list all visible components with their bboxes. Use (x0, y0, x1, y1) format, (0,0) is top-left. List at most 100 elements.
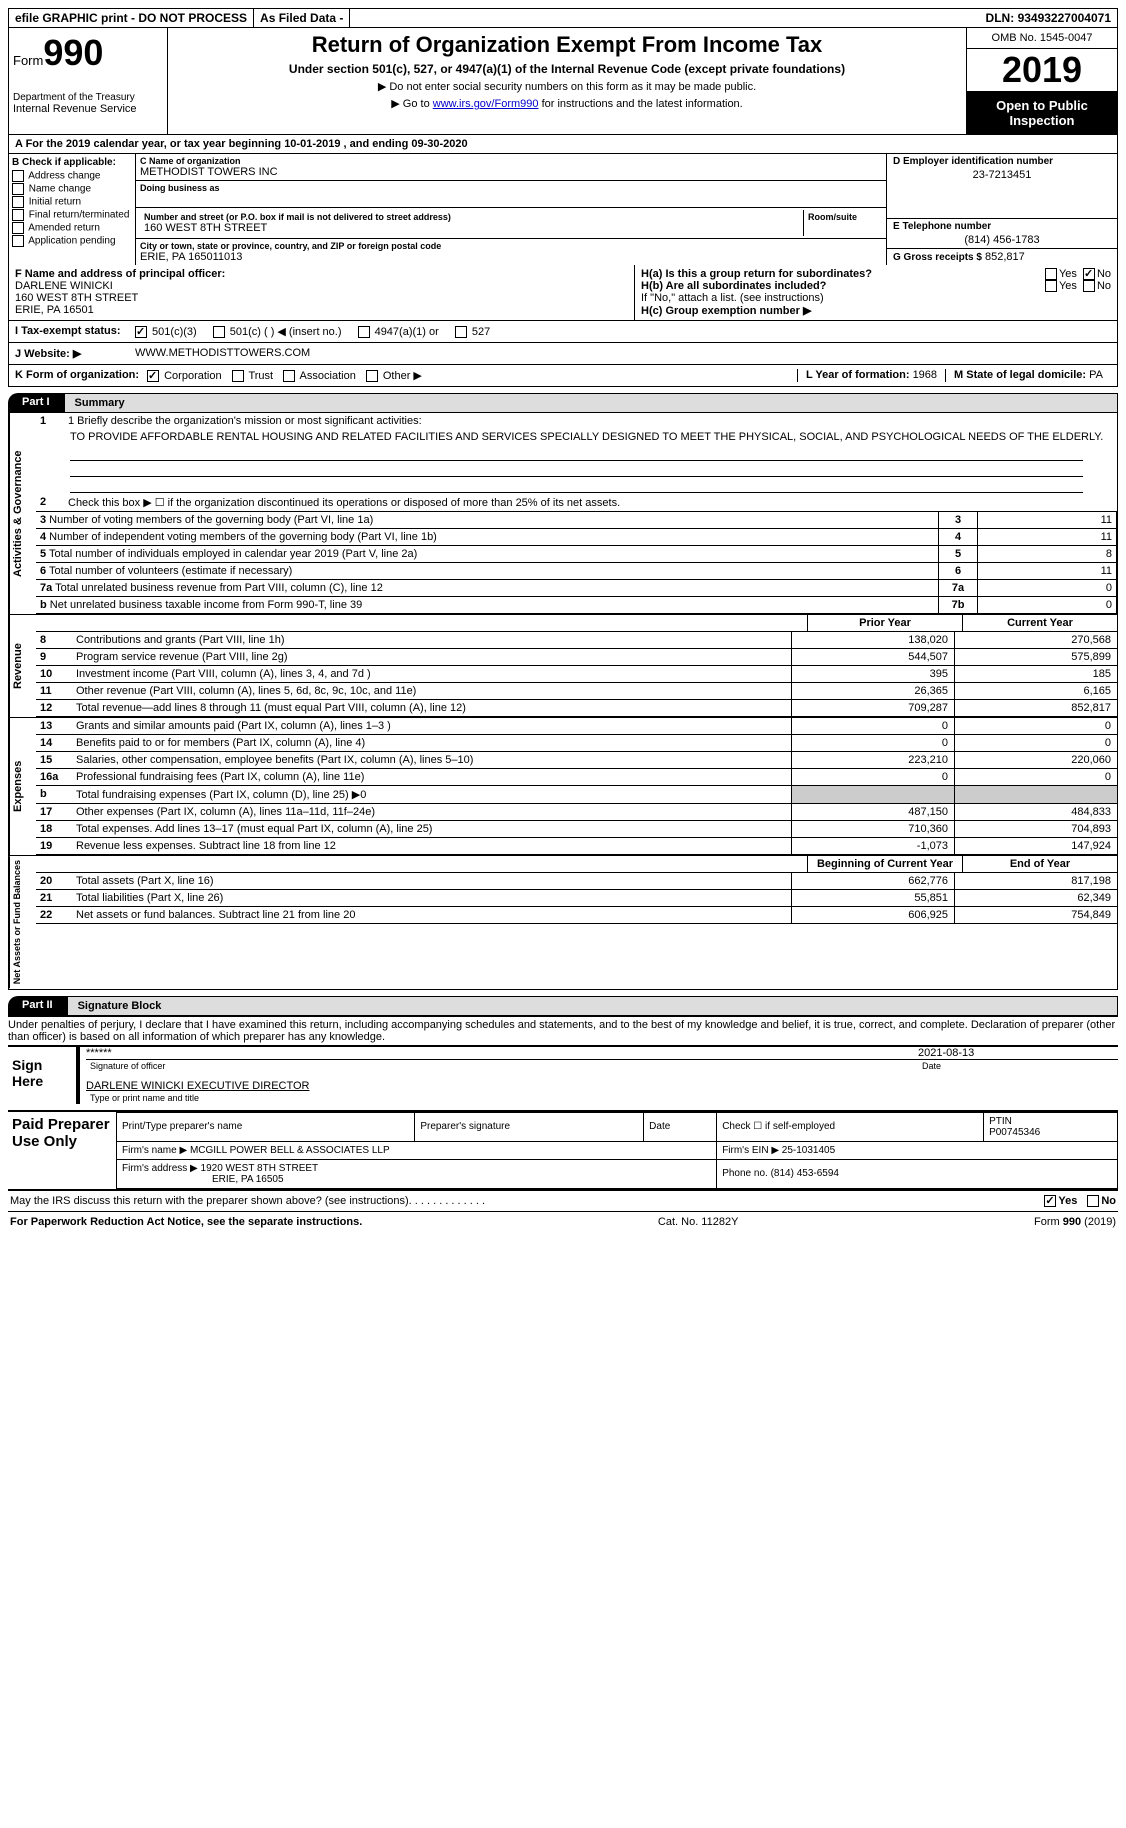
ha-yes[interactable]: Yes (1045, 268, 1077, 280)
sig-stars: ****** (86, 1047, 918, 1059)
col-d: D Employer identification number 23-7213… (886, 154, 1117, 265)
officer-name: DARLENE WINICKI EXECUTIVE DIRECTOR (86, 1080, 1118, 1092)
year-formation: L Year of formation: 1968 (797, 369, 945, 382)
ptin: P00745346 (989, 1127, 1040, 1138)
org-form-opt-1[interactable]: Trust (232, 370, 274, 382)
fin-line-10: 10Investment income (Part VIII, column (… (36, 666, 1117, 683)
checkbox-address-change[interactable]: Address change (12, 170, 132, 182)
form-label: Form (13, 53, 43, 68)
hb-no[interactable]: No (1083, 280, 1111, 292)
row-k: K Form of organization: Corporation Trus… (8, 365, 1118, 387)
top-bar: efile GRAPHIC print - DO NOT PROCESS As … (8, 8, 1118, 28)
summary-line-7a: 7a Total unrelated business revenue from… (36, 580, 1117, 597)
tel-cell: E Telephone number (814) 456-1783 (887, 219, 1117, 249)
header-right: OMB No. 1545-0047 2019 Open to Public In… (966, 28, 1117, 134)
website-url: WWW.METHODISTTOWERS.COM (135, 347, 310, 360)
checkbox-initial-return[interactable]: Initial return (12, 196, 132, 208)
vtab-expenses: Expenses (9, 718, 36, 855)
footer: For Paperwork Reduction Act Notice, see … (8, 1211, 1118, 1232)
paid-label: Paid Preparer Use Only (8, 1112, 116, 1189)
city-state-zip: ERIE, PA 165011013 (140, 251, 882, 263)
fin-line-11: 11Other revenue (Part VIII, column (A), … (36, 683, 1117, 700)
sign-here-label: Sign Here (8, 1047, 76, 1104)
prior-year-hdr: Prior Year (807, 615, 962, 631)
dept-treasury: Department of the Treasury (13, 92, 163, 103)
state-domicile: M State of legal domicile: PA (945, 369, 1111, 382)
part2-title: Signature Block (67, 996, 1118, 1016)
street-address: 160 WEST 8TH STREET (144, 222, 799, 234)
expenses-section: Expenses 13Grants and similar amounts pa… (8, 718, 1118, 856)
checkbox-final-return-terminated[interactable]: Final return/terminated (12, 209, 132, 221)
fin-line-18: 18Total expenses. Add lines 13–17 (must … (36, 821, 1117, 838)
irs-link[interactable]: www.irs.gov/Form990 (433, 98, 539, 110)
col-c: C Name of organization METHODIST TOWERS … (136, 154, 886, 265)
ha-no[interactable]: No (1083, 268, 1111, 280)
part2-box: Part II (8, 996, 67, 1016)
cat-no: Cat. No. 11282Y (658, 1216, 739, 1228)
fin-line-22: 22Net assets or fund balances. Subtract … (36, 907, 1117, 924)
hb-yes[interactable]: Yes (1045, 280, 1077, 292)
mission-text: TO PROVIDE AFFORDABLE RENTAL HOUSING AND… (36, 429, 1117, 445)
summary-line-7b: b Net unrelated business taxable income … (36, 597, 1117, 614)
end-year-hdr: End of Year (962, 856, 1117, 872)
checkbox-amended-return[interactable]: Amended return (12, 222, 132, 234)
col-b: B Check if applicable: Address change Na… (9, 154, 136, 265)
row-a-tax-year: A For the 2019 calendar year, or tax yea… (8, 135, 1118, 154)
summary-line-3: 3 Number of voting members of the govern… (36, 512, 1117, 529)
fin-line-17: 17Other expenses (Part IX, column (A), l… (36, 804, 1117, 821)
form-number: 990 (43, 32, 103, 73)
fin-line-13: 13Grants and similar amounts paid (Part … (36, 718, 1117, 735)
org-form-opt-2[interactable]: Association (283, 370, 356, 382)
tax-status-opt-3[interactable]: 527 (455, 326, 490, 338)
org-form-opt-3[interactable]: Other ▶ (366, 370, 422, 382)
discuss-no[interactable]: No (1087, 1195, 1116, 1207)
firm-phone: (814) 453-6594 (771, 1168, 839, 1179)
checkbox-application-pending[interactable]: Application pending (12, 235, 132, 247)
paid-preparer-section: Paid Preparer Use Only Print/Type prepar… (8, 1110, 1118, 1191)
fin-line-b: bTotal fundraising expenses (Part IX, co… (36, 786, 1117, 804)
omb-number: OMB No. 1545-0047 (967, 28, 1117, 49)
fin-line-15: 15Salaries, other compensation, employee… (36, 752, 1117, 769)
org-name-cell: C Name of organization METHODIST TOWERS … (136, 154, 886, 181)
netassets-section: Net Assets or Fund Balances Beginning of… (8, 856, 1118, 989)
vtab-revenue: Revenue (9, 615, 36, 717)
tax-status-opt-0[interactable]: 501(c)(3) (135, 326, 197, 338)
fin-line-9: 9Program service revenue (Part VIII, lin… (36, 649, 1117, 666)
summary-line-5: 5 Total number of individuals employed i… (36, 546, 1117, 563)
vtab-activities: Activities & Governance (9, 413, 36, 614)
fin-line-12: 12Total revenue—add lines 8 through 11 (… (36, 700, 1117, 717)
checkbox-name-change[interactable]: Name change (12, 183, 132, 195)
ein-cell: D Employer identification number 23-7213… (887, 154, 1117, 219)
summary-line-4: 4 Number of independent voting members o… (36, 529, 1117, 546)
fin-line-16a: 16aProfessional fundraising fees (Part I… (36, 769, 1117, 786)
paid-table: Print/Type preparer's name Preparer's si… (116, 1112, 1118, 1189)
part1-box: Part I (8, 393, 64, 413)
discuss-yes[interactable]: Yes (1044, 1195, 1077, 1207)
section-bcd: B Check if applicable: Address change Na… (8, 154, 1118, 265)
dept-irs: Internal Revenue Service (13, 103, 163, 115)
efile-label: efile GRAPHIC print - DO NOT PROCESS (9, 9, 254, 27)
tax-status-opt-2[interactable]: 4947(a)(1) or (358, 326, 439, 338)
part1-header: Part I Summary (8, 393, 1118, 413)
header: Form990 Department of the Treasury Inter… (8, 28, 1118, 135)
part1-title: Summary (64, 393, 1118, 413)
header-note2: ▶ Go to www.irs.gov/Form990 for instruct… (172, 97, 962, 110)
sign-here-section: Sign Here ****** Signature of officer 20… (8, 1045, 1118, 1104)
revenue-section: Revenue Prior YearCurrent Year 8Contribu… (8, 615, 1118, 718)
fin-line-8: 8Contributions and grants (Part VIII, li… (36, 632, 1117, 649)
open-inspection: Open to Public Inspection (967, 92, 1117, 134)
sig-date: 2021-08-13 (918, 1047, 1118, 1059)
row-fh: F Name and address of principal officer:… (8, 265, 1118, 321)
asfiled-label: As Filed Data - (254, 9, 350, 27)
summary-line-6: 6 Total number of volunteers (estimate i… (36, 563, 1117, 580)
tax-year: 2019 (967, 49, 1117, 92)
tax-status-opt-1[interactable]: 501(c) ( ) ◀ (insert no.) (213, 326, 342, 338)
fin-line-14: 14Benefits paid to or for members (Part … (36, 735, 1117, 752)
header-title: Return of Organization Exempt From Incom… (172, 32, 962, 58)
addr-cell: Number and street (or P.O. box if mail i… (136, 208, 886, 239)
fin-line-19: 19Revenue less expenses. Subtract line 1… (36, 838, 1117, 855)
org-form-opt-0[interactable]: Corporation (147, 370, 222, 382)
firm-ein: 25-1031405 (782, 1145, 835, 1156)
dba-cell: Doing business as (136, 181, 886, 208)
header-sub: Under section 501(c), 527, or 4947(a)(1)… (172, 62, 962, 76)
